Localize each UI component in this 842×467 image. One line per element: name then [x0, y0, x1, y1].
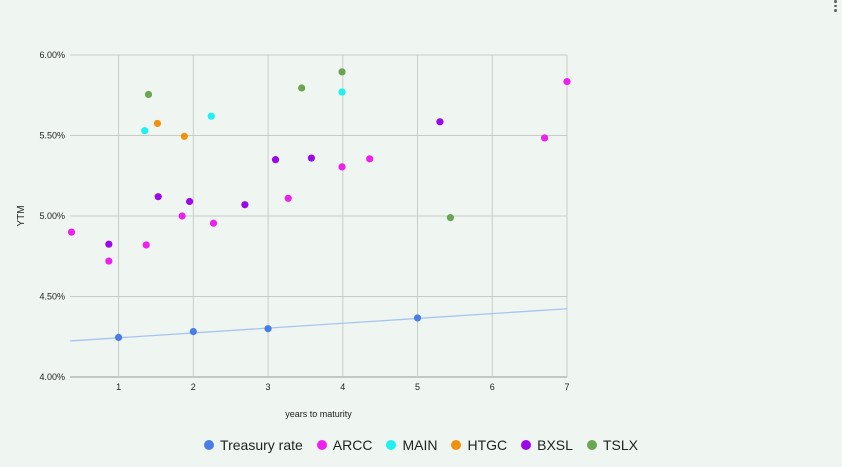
data-point — [271, 156, 280, 164]
data-point — [144, 90, 153, 99]
data-point — [180, 132, 188, 140]
legend-item: Treasury rate — [204, 437, 303, 453]
trendlines — [69, 308, 568, 342]
data-point — [284, 194, 292, 202]
y-tick-label: 4.00% — [39, 372, 65, 382]
legend-label: Treasury rate — [220, 437, 303, 453]
data-point — [185, 197, 194, 206]
legend-label: HTGC — [467, 437, 508, 453]
data-point — [446, 214, 455, 222]
data-point — [338, 163, 346, 171]
trendline — [69, 308, 568, 342]
legend-swatch — [521, 440, 532, 450]
legend-item: MAIN — [386, 437, 437, 453]
x-tick-label: 4 — [340, 382, 345, 392]
data-point — [413, 314, 422, 322]
data-point — [298, 84, 306, 92]
legend-item: BXSL — [521, 437, 573, 453]
data-point — [209, 219, 218, 227]
x-tick-label: 6 — [490, 382, 495, 392]
x-tick-label: 2 — [191, 382, 196, 392]
data-points — [67, 68, 571, 341]
data-point — [67, 228, 76, 236]
y-axis-label: YTM — [16, 205, 27, 226]
legend-item: HTGC — [451, 437, 507, 453]
data-point — [264, 325, 272, 333]
y-tick-label: 5.00% — [39, 211, 65, 221]
axes: 4.00% 4.50% 5.00% 5.50% 6.00% 1 2 3 4 5 6 7 — [39, 50, 569, 392]
data-point — [153, 119, 162, 128]
data-point — [436, 118, 444, 126]
data-point — [540, 134, 549, 142]
legend-swatch — [386, 440, 397, 450]
data-point — [338, 68, 346, 76]
legend-swatch — [316, 440, 327, 450]
legend-label: ARCC — [332, 437, 373, 453]
data-point — [178, 212, 186, 220]
x-axis-label: years to maturity — [285, 409, 352, 419]
legend-swatch — [586, 440, 597, 450]
grid — [70, 54, 568, 378]
data-point — [241, 201, 249, 209]
data-point — [105, 257, 113, 265]
chart-legend: Treasury rate ARCC MAIN HTGC BXSL TSLX — [0, 433, 842, 457]
data-point — [366, 155, 374, 163]
data-point — [114, 333, 123, 341]
legend-item: ARCC — [316, 437, 373, 453]
x-tick-label: 7 — [564, 382, 569, 392]
legend-label: MAIN — [402, 437, 438, 453]
legend-label: BXSL — [537, 437, 573, 453]
data-point — [563, 77, 571, 86]
x-tick-label: 5 — [415, 382, 420, 392]
x-tick-label: 3 — [266, 382, 271, 392]
more-options-icon[interactable] — [830, 0, 840, 12]
y-tick-label: 5.50% — [39, 131, 65, 141]
data-point — [189, 327, 197, 336]
y-tick-label: 6.00% — [39, 50, 65, 60]
x-tick-label: 1 — [116, 382, 121, 392]
legend-item: TSLX — [586, 437, 638, 453]
data-point — [207, 112, 215, 120]
y-tick-label: 4.50% — [39, 292, 65, 302]
legend-label: TSLX — [602, 437, 638, 453]
legend-swatch — [451, 440, 462, 450]
legend-swatch — [204, 440, 215, 450]
data-point — [154, 193, 162, 201]
data-point — [105, 240, 113, 248]
data-point — [142, 241, 150, 249]
data-point — [338, 88, 346, 96]
data-point — [141, 127, 149, 135]
data-point — [307, 154, 315, 162]
